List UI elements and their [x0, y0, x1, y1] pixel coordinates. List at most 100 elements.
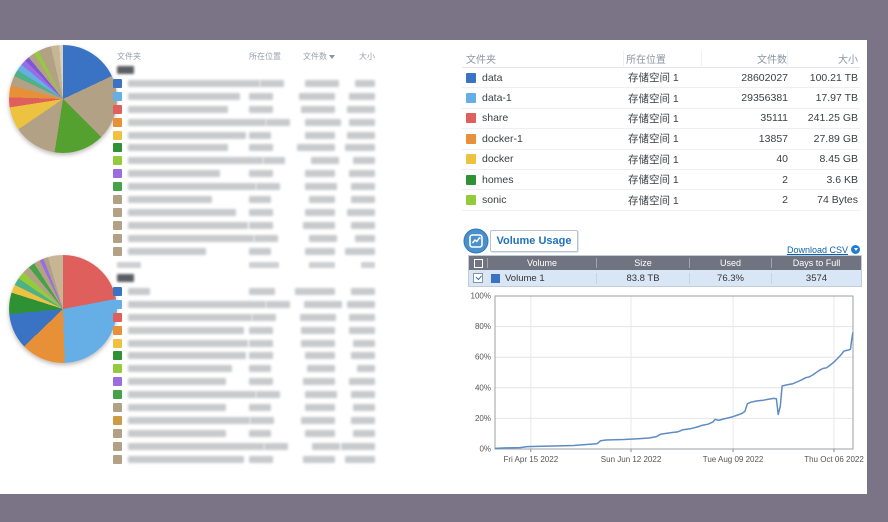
folder-row-redacted[interactable]	[113, 219, 379, 232]
filecount-cell	[296, 416, 336, 424]
location-cell	[256, 391, 299, 399]
col-header-filecount[interactable]: 文件数	[701, 51, 787, 66]
folder-row-redacted[interactable]	[113, 206, 379, 219]
col-header-location[interactable]: 所在位置	[249, 52, 281, 61]
volume-usage-line-chart: 0% 20% 40% 60% 80% 100% Fri Apr 15 2022 Sun Jun…	[471, 292, 865, 464]
folder-table-row[interactable]: data 存储空间 1 28602027 100.21 TB	[462, 68, 860, 89]
col-header-size-redacted[interactable]	[335, 261, 379, 268]
folder-row-redacted[interactable]	[113, 375, 379, 388]
filecount-cell	[305, 442, 340, 450]
volume-row[interactable]: Volume 1 83.8 TB 76.3% 3574	[469, 270, 861, 286]
folder-size: 8.45 GB	[819, 153, 858, 166]
redacted-size	[347, 131, 375, 139]
folder-row-redacted[interactable]	[113, 141, 379, 154]
col-header-location-redacted[interactable]	[249, 261, 295, 268]
folder-row-redacted[interactable]	[113, 298, 379, 311]
filecount-cell	[303, 300, 342, 308]
size-cell	[340, 442, 379, 450]
folder-row-redacted[interactable]	[113, 167, 379, 180]
folder-table-row[interactable]: data-1 存储空间 1 29356381 17.97 TB	[462, 88, 860, 109]
volume-checkbox[interactable]	[473, 273, 483, 283]
folder-location: 存储空间 1	[628, 92, 679, 105]
folder-table-row[interactable]: docker-1 存储空间 1 13857 27.89 GB	[462, 129, 860, 150]
folder-row-redacted[interactable]	[113, 90, 379, 103]
redacted-folder-name	[128, 208, 236, 216]
folder-name-cell	[122, 416, 250, 424]
folder-row-redacted[interactable]	[113, 77, 379, 90]
folder-name-cell	[122, 183, 256, 191]
col-header-size[interactable]: 大小	[359, 52, 375, 61]
redacted-location	[249, 339, 273, 347]
folder-table-row[interactable]: homes 存储空间 1 2 3.6 KB	[462, 170, 860, 191]
back-link-redacted[interactable]	[117, 66, 134, 74]
folder-row-redacted[interactable]	[113, 103, 379, 116]
col-header-location[interactable]: 所在位置	[623, 51, 701, 66]
size-cell	[335, 365, 379, 373]
col-header-size[interactable]: 大小	[787, 51, 860, 66]
folder-row-redacted[interactable]	[113, 116, 379, 129]
volume-table-header: Volume Size Used Days to Full	[469, 256, 861, 270]
folder-color-swatch	[113, 169, 122, 179]
folder-table-header: 文件夹 所在位置 文件数 大小	[462, 50, 860, 68]
folder-table-row[interactable]: sonic 存储空间 1 2 74 Bytes	[462, 190, 860, 211]
redacted-folder-name	[128, 92, 240, 100]
filecount-cell	[295, 365, 335, 373]
folder-row-redacted[interactable]	[113, 324, 379, 337]
size-cell	[335, 287, 379, 295]
folder-list-2	[113, 258, 379, 465]
folder-row-redacted[interactable]	[113, 154, 379, 167]
folder-row-redacted[interactable]	[113, 427, 379, 440]
folder-row-redacted[interactable]	[113, 362, 379, 375]
folder-row-redacted[interactable]	[113, 245, 379, 258]
folder-row-redacted[interactable]	[113, 440, 379, 453]
filecount-cell	[305, 118, 342, 126]
folder-row-redacted[interactable]	[113, 232, 379, 245]
location-cell	[249, 287, 295, 295]
folder-row-redacted[interactable]	[113, 129, 379, 142]
folder-name-cell	[122, 195, 249, 203]
folder-row-redacted[interactable]	[113, 180, 379, 193]
back-link-redacted[interactable]	[117, 274, 134, 282]
col-header-folder[interactable]: 文件夹	[466, 55, 496, 66]
folder-color-swatch	[466, 72, 476, 83]
folder-color-swatch	[113, 143, 122, 153]
folder-row-redacted[interactable]	[113, 337, 379, 350]
col-header-folder[interactable]: 文件夹	[117, 52, 141, 61]
filecount-cell	[298, 234, 337, 242]
folder-row-redacted[interactable]	[113, 388, 379, 401]
redacted-location	[249, 365, 271, 373]
folder-filecount: 2	[782, 194, 788, 207]
folder-list-2-header-redacted	[113, 258, 379, 271]
size-cell	[339, 79, 380, 87]
redacted-folder-name	[128, 105, 228, 113]
folder-row-redacted[interactable]	[113, 401, 379, 414]
redacted-size	[349, 118, 375, 126]
folder-table-row[interactable]: share 存储空间 1 35111 241.25 GB	[462, 109, 860, 130]
folder-row-redacted[interactable]	[113, 414, 379, 427]
folder-row-redacted[interactable]	[113, 193, 379, 206]
folder-row-redacted[interactable]	[113, 349, 379, 362]
filecount-cell	[299, 391, 338, 399]
col-header-filecount[interactable]: 文件数	[295, 51, 335, 62]
folder-row-redacted[interactable]	[113, 311, 379, 324]
select-all-cell[interactable]	[469, 258, 487, 268]
col-header-filecount-redacted[interactable]	[295, 261, 335, 268]
folder-row-redacted[interactable]	[113, 285, 379, 298]
select-all-checkbox[interactable]	[473, 258, 483, 268]
folder-pie-chart-2[interactable]	[9, 255, 117, 363]
download-csv-icon[interactable]	[851, 245, 860, 254]
folder-row-redacted[interactable]	[113, 453, 379, 466]
sort-desc-icon	[329, 54, 335, 59]
folder-pie-chart-1[interactable]	[9, 45, 117, 153]
folder-table-row[interactable]: docker 存储空间 1 40 8.45 GB	[462, 150, 860, 170]
volume-used: 76.3%	[689, 272, 771, 284]
redacted-location	[249, 378, 273, 386]
filecount-cell	[295, 429, 335, 437]
col-header-folder-redacted[interactable]	[113, 261, 249, 268]
location-cell	[249, 403, 295, 411]
redacted-filecount	[303, 455, 335, 463]
redacted-folder-name	[128, 247, 206, 255]
redacted-filecount	[309, 195, 335, 203]
folder-name-cell	[122, 131, 249, 139]
download-csv-link[interactable]: Download CSV	[786, 245, 848, 255]
